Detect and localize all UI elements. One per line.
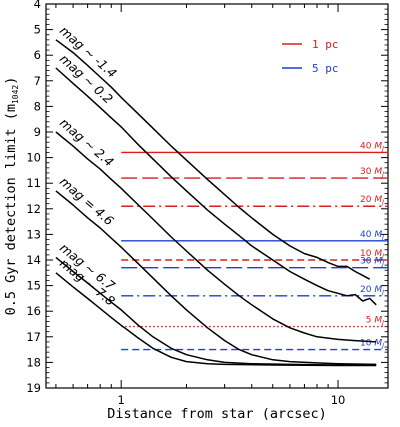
curve-label: mag = 4.6 (57, 174, 117, 229)
detection-curve (55, 39, 371, 280)
y-tick-label: 14 (26, 253, 41, 267)
detection-curve (55, 256, 377, 366)
detection-curve (55, 272, 377, 367)
y-axis-title-close: ) (3, 77, 19, 85)
legend-label: 1 pc (312, 38, 339, 51)
detection-curve (55, 190, 377, 366)
y-tick-label: 18 (26, 355, 41, 369)
legend: 1 pc 5 pc (282, 38, 339, 75)
y-tick-label: 5 (34, 23, 41, 37)
y-tick-label: 9 (34, 125, 41, 139)
plot-frame (45, 3, 389, 389)
axis-ticks: 4 5 6 7 8 9 10 11 12 13 14 15 16 17 18 19 1 10 (26, 0, 388, 407)
x-tick-label: 10 (331, 393, 346, 407)
x-axis-title: Distance from star (arcsec) (107, 406, 326, 422)
y-tick-label: 4 (34, 0, 41, 11)
mass-limit-label: 40 MJ (360, 230, 384, 241)
mass-limit-label: 30 MJ (360, 167, 384, 178)
mass-limit-label: 20 MJ (360, 195, 384, 206)
mass-limit-label: 30 MJ (360, 257, 384, 268)
detection-curve (55, 67, 377, 306)
y-tick-label: 6 (34, 48, 41, 62)
y-axis-title: 0.5 Gyr detection limit (m1042) (3, 77, 20, 316)
y-tick-label: 13 (26, 227, 41, 241)
y-tick-label: 11 (26, 176, 41, 190)
mass-limit-label: 5 MJ (366, 316, 384, 327)
y-tick-label: 16 (26, 304, 41, 318)
y-tick-label: 12 (26, 202, 41, 216)
y-axis-title-main: 0.5 Gyr detection limit (m (3, 104, 19, 315)
detection-curve (55, 131, 377, 343)
mass-limit-label: 40 MJ (360, 141, 384, 152)
mass-limit-label: 10 MJ (360, 339, 384, 350)
mass-limit-label: 20 MJ (360, 285, 384, 296)
x-tick-label: 1 (118, 393, 125, 407)
y-tick-label: 17 (26, 330, 41, 344)
mass-limit-lines: 40 MJ 30 MJ 20 MJ 10 MJ 5 MJ 40 MJ 30 MJ 20 MJ 1… (121, 141, 388, 351)
mass-limit-label: 10 MJ (360, 249, 384, 260)
y-axis-title-sub: 1042 (11, 85, 20, 104)
curve-label: mag ~ 2.4 (57, 115, 117, 170)
y-tick-label: 7 (34, 74, 41, 88)
legend-label: 5 pc (312, 62, 339, 75)
y-tick-label: 8 (34, 99, 41, 113)
y-tick-label: 15 (26, 279, 41, 293)
y-tick-label: 19 (26, 381, 41, 395)
y-tick-label: 10 (26, 151, 41, 165)
